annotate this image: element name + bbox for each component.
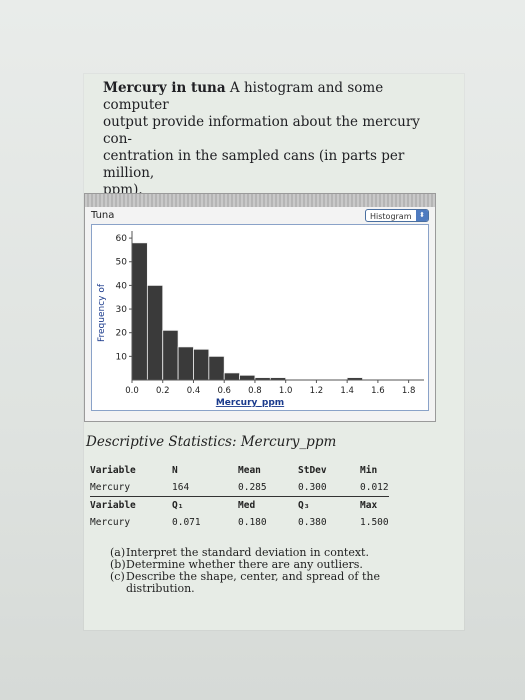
intro-line: A histogram and some computer	[103, 80, 384, 113]
histogram-bar	[131, 242, 148, 381]
stats-header-row: Variable N Mean StDev Min	[90, 462, 389, 479]
stats-header-cell: Mean	[238, 465, 261, 476]
stats-header-cell: Q₁	[172, 496, 238, 514]
view-select-dropdown[interactable]: Histogram ⬍	[365, 209, 429, 222]
stats-row: Mercury 164 0.285 0.300 0.012	[90, 479, 389, 497]
stats-header-cell: Variable	[90, 465, 136, 476]
histogram-bar	[193, 348, 210, 381]
stats-header-cell: N	[172, 465, 178, 476]
y-tick-label: 60	[116, 234, 128, 244]
histogram-bar	[239, 374, 256, 381]
question-list: (a) Interpret the standard deviation in …	[110, 547, 420, 595]
question-text: Determine whether there are any outliers…	[126, 558, 363, 571]
stats-cell: 0.012	[360, 482, 389, 493]
question-text: Describe the shape, center, and spread o…	[126, 570, 380, 595]
x-tick-label: 1.6	[371, 386, 385, 396]
stats-header-row: Variable Q₁ Med Q₃ Max	[90, 496, 389, 514]
y-tick-label: 50	[116, 258, 128, 268]
stats-cell: 0.380	[298, 517, 327, 528]
x-tick-label: 1.0	[279, 386, 293, 396]
x-tick-label: 0.4	[187, 386, 201, 396]
x-tick-label: 1.4	[340, 386, 354, 396]
histogram-bar	[177, 346, 194, 381]
stats-cell: 0.285	[238, 482, 267, 493]
stats-header-cell: Min	[360, 465, 378, 476]
descriptive-stats-table: Variable N Mean StDev Min Mercury 164 0.…	[90, 462, 389, 531]
question-item: (b) Determine whether there are any outl…	[110, 559, 420, 571]
question-label: (c)	[110, 570, 125, 583]
stats-header-cell: Q₃	[298, 496, 360, 514]
histogram-chart: 10 20 30 40 50 60 0.0 0.2 0.4 0.6 0.8 1.0 1.2 1.4 1.6…	[97, 231, 424, 408]
histogram-window: Tuna Histogram ⬍ 10 20 30 40 50 60 0.0 0.2 0.4 0…	[84, 193, 436, 422]
y-tick-label: 40	[116, 281, 128, 291]
stats-cell: 0.071	[172, 517, 201, 528]
x-tick-label: 0.6	[217, 386, 231, 396]
stats-cell: 1.500	[360, 517, 389, 528]
intro-line: output provide information about the mer…	[103, 114, 420, 147]
plot-frame: 10 20 30 40 50 60 0.0 0.2 0.4 0.6 0.8 1.0 1.2 1.4 1.6…	[91, 224, 429, 411]
stats-cell: 0.300	[298, 482, 327, 493]
stats-row: Mercury 0.071 0.180 0.380 1.500	[90, 514, 389, 531]
view-select-value: Histogram	[370, 212, 412, 221]
stats-header-cell: Variable	[90, 496, 172, 514]
question-label: (b)	[110, 558, 126, 571]
question-item: (c) Describe the shape, center, and spre…	[110, 571, 420, 595]
intro-line: centration in the sampled cans (in parts…	[103, 148, 405, 181]
question-item: (a) Interpret the standard deviation in …	[110, 547, 420, 559]
y-tick-label: 10	[116, 352, 128, 362]
question-label: (a)	[110, 546, 126, 559]
stats-header-cell: Max	[360, 496, 389, 514]
x-tick-label: 1.8	[402, 386, 416, 396]
y-tick-label: 30	[116, 305, 128, 315]
stats-header-cell: StDev	[298, 465, 327, 476]
histogram-bar	[146, 284, 164, 381]
problem-title: Mercury in tuna	[103, 80, 226, 96]
question-text: Interpret the standard deviation in cont…	[126, 546, 369, 559]
y-tick-label: 20	[116, 329, 128, 339]
dataset-name: Tuna	[91, 210, 115, 221]
stats-header-cell: Med	[238, 496, 298, 514]
y-axis-label: Frequency of	[97, 283, 107, 342]
problem-intro: Mercury in tuna A histogram and some com…	[103, 80, 453, 199]
histogram-bar	[162, 329, 179, 381]
histogram-bar	[223, 372, 240, 381]
stats-cell: Mercury	[90, 482, 131, 493]
stats-title: Descriptive Statistics: Mercury_ppm	[86, 434, 337, 450]
x-tick-label: 0.8	[248, 386, 262, 396]
histogram-bar	[208, 355, 225, 381]
x-tick-label: 0.0	[125, 386, 139, 396]
x-tick-label: 0.2	[156, 386, 170, 396]
stats-cell: Mercury	[90, 517, 131, 528]
x-axis-label: Mercury_ppm	[216, 398, 284, 408]
stats-cell: 0.180	[238, 517, 267, 528]
updown-arrows-icon: ⬍	[416, 210, 428, 221]
x-tick-label: 1.2	[310, 386, 324, 396]
stats-cell: 164	[172, 482, 190, 493]
window-titlebar	[85, 194, 435, 207]
